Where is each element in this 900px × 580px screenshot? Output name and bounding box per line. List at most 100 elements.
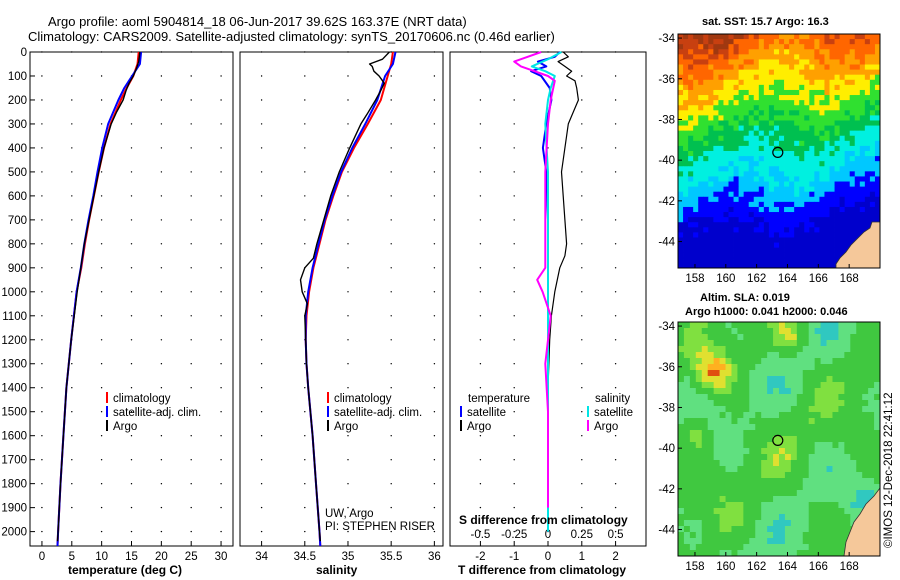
map-cell: [834, 59, 840, 65]
map-cell: [698, 34, 704, 40]
grid-dot: [433, 387, 436, 389]
map-cell: [733, 212, 739, 218]
map-cell: [864, 64, 871, 71]
grid-dot: [347, 219, 349, 221]
map-cell: [753, 212, 760, 218]
map-cell: [859, 105, 866, 111]
map-cell: [779, 156, 785, 162]
map-cell: [789, 181, 795, 188]
map-cell: [844, 49, 851, 55]
map-cell: [784, 59, 790, 65]
map-cell: [693, 105, 699, 111]
map-cell: [703, 125, 709, 132]
map-cell: [678, 54, 684, 60]
map-cell: [713, 161, 719, 167]
map-cell: [731, 436, 738, 443]
map-cell: [802, 406, 810, 413]
depth-tick-label: 1100: [2, 311, 27, 323]
grid-dot: [347, 195, 349, 197]
map-cell: [683, 64, 689, 71]
map-cell: [767, 514, 774, 521]
map-cell: [767, 508, 774, 515]
map-cell: [718, 145, 724, 152]
map-cell: [707, 514, 715, 521]
map-cell: [854, 201, 861, 208]
map-cell: [819, 206, 825, 213]
map-cell: [864, 84, 871, 91]
map-cell: [804, 247, 810, 254]
map-cell: [832, 394, 839, 401]
grid-dot: [260, 99, 263, 101]
map-cell: [849, 145, 856, 152]
map-cell: [763, 44, 770, 50]
map-cell: [719, 328, 726, 335]
map-cell: [708, 196, 714, 203]
map-cell: [864, 69, 871, 76]
map-cell: [768, 125, 775, 132]
grid-dot: [581, 506, 583, 509]
map-cell: [826, 454, 833, 461]
map-cell: [802, 328, 810, 335]
map-cell: [678, 212, 684, 218]
map-cell: [743, 34, 750, 40]
map-cell: [779, 472, 786, 479]
map-cell: [869, 161, 876, 167]
s-difference-xlabel: S difference from climatology: [459, 513, 628, 527]
map-cell: [814, 130, 820, 137]
map-cell: [869, 151, 876, 157]
map-cell: [850, 448, 857, 455]
map-cell: [784, 430, 792, 437]
map-cell: [693, 49, 699, 55]
map-cell: [758, 95, 765, 101]
map-cell: [737, 322, 744, 329]
grid-dot: [513, 75, 515, 77]
map-cell: [804, 252, 810, 259]
map-cell: [738, 84, 745, 91]
map-cell: [790, 364, 798, 371]
map-cell: [689, 544, 697, 551]
map-cell: [708, 79, 714, 86]
map-cell: [753, 176, 760, 182]
lat-tick-label: -34: [658, 33, 675, 45]
map-cell: [834, 69, 840, 76]
map-cell: [804, 232, 810, 238]
map-cell: [737, 376, 744, 383]
map-cell: [824, 89, 830, 96]
grid-dot: [190, 99, 192, 101]
map-cell: [689, 550, 697, 557]
grid-dot: [347, 411, 349, 413]
map-cell: [849, 84, 856, 91]
map-cell: [829, 125, 835, 132]
map-cell: [725, 322, 732, 329]
map-cell: [678, 105, 684, 111]
map-cell: [693, 212, 699, 218]
map-cell: [758, 201, 765, 208]
map-cell: [773, 156, 780, 162]
map-cell: [789, 84, 795, 91]
grid-dot: [220, 267, 222, 269]
map-cell: [688, 59, 694, 65]
map-cell: [773, 496, 780, 503]
map-cell: [819, 257, 825, 264]
map-cell: [703, 89, 709, 96]
map-cell: [683, 135, 689, 142]
map-cell: [804, 74, 810, 81]
grid-dot: [130, 315, 133, 317]
map-cell: [874, 135, 881, 142]
map-cell: [678, 472, 685, 479]
map-cell: [725, 340, 732, 347]
map-cell: [784, 145, 790, 152]
grid-dot: [160, 506, 163, 509]
map-cell: [794, 64, 800, 71]
map-cell: [773, 74, 780, 81]
grid-dot: [581, 75, 583, 77]
map-cell: [829, 262, 835, 269]
map-cell: [758, 191, 765, 198]
map-cell: [713, 430, 720, 437]
map-cell: [713, 100, 719, 106]
map-cell: [819, 120, 825, 126]
map-cell: [854, 100, 861, 106]
map-cell: [794, 115, 800, 121]
map-cell: [829, 186, 835, 193]
map-cell: [693, 95, 699, 101]
